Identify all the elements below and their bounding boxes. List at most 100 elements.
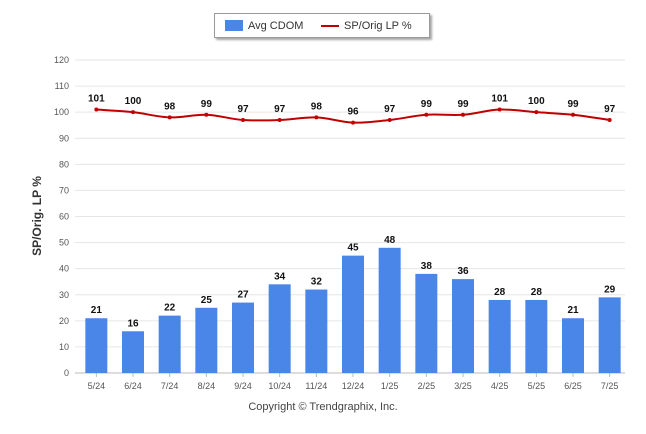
y-tick-label: 60 bbox=[59, 212, 69, 222]
bar-6-24[interactable] bbox=[122, 331, 144, 373]
line-swatch-icon bbox=[321, 24, 339, 27]
x-tick-label: 5/24 bbox=[88, 381, 106, 391]
bar-value-label: 21 bbox=[567, 305, 579, 316]
line-point[interactable] bbox=[497, 107, 502, 112]
legend: Avg CDOM SP/Orig LP % bbox=[214, 13, 430, 38]
bar-7-25[interactable] bbox=[598, 297, 621, 373]
y-tick-label: 20 bbox=[59, 316, 69, 326]
x-tick-label: 6/25 bbox=[564, 381, 582, 391]
x-tick-label: 4/25 bbox=[491, 381, 509, 391]
y-tick-label: 110 bbox=[55, 81, 69, 91]
line-value-label: 101 bbox=[88, 94, 105, 105]
y-tick-label: 30 bbox=[59, 290, 69, 300]
bar-value-label: 16 bbox=[127, 318, 139, 329]
bar-value-label: 28 bbox=[494, 287, 506, 298]
x-tick-label: 7/25 bbox=[601, 381, 619, 391]
bar-5-25[interactable] bbox=[525, 299, 548, 373]
line-point[interactable] bbox=[167, 115, 172, 120]
bar-3-25[interactable] bbox=[452, 279, 474, 373]
legend-item-line[interactable]: SP/Orig LP % bbox=[321, 14, 412, 37]
line-series bbox=[94, 107, 612, 125]
data-labels: 21 16 22 25 27 34 32 45 48 38 36 28 28 21 29 101 100 98 99… bbox=[88, 94, 616, 330]
bar-value-label: 21 bbox=[91, 305, 103, 316]
x-tick-label: 2/25 bbox=[418, 381, 436, 391]
copyright-text: Copyright © Trendgraphix, Inc. bbox=[248, 401, 398, 413]
bar-9-24[interactable] bbox=[232, 302, 254, 373]
bar-value-label: 36 bbox=[457, 266, 469, 277]
legend-bar-label: Avg CDOM bbox=[248, 19, 304, 32]
y-tick-label: 90 bbox=[59, 133, 69, 143]
bar-value-label: 28 bbox=[531, 287, 543, 298]
x-tick-label: 3/25 bbox=[454, 381, 472, 391]
line-point[interactable] bbox=[607, 117, 612, 122]
y-tick-label: 40 bbox=[59, 264, 69, 274]
bar-value-label: 22 bbox=[164, 303, 176, 314]
y-axis-title: SP/Orig. LP % bbox=[30, 176, 44, 256]
y-tick-label: 50 bbox=[59, 238, 69, 248]
bar-value-label: 32 bbox=[311, 277, 323, 288]
x-tick-label: 9/24 bbox=[234, 381, 252, 391]
line-value-label: 98 bbox=[164, 101, 176, 112]
legend-line-label: SP/Orig LP % bbox=[344, 19, 412, 32]
line-point[interactable] bbox=[241, 117, 245, 122]
line-point[interactable] bbox=[461, 112, 465, 117]
x-axis-ticks: 5/24 6/24 7/24 8/24 9/24 10/24 11/24 12/24 1/25 2… bbox=[88, 373, 619, 391]
line-point[interactable] bbox=[131, 110, 135, 115]
x-tick-label: 8/24 bbox=[198, 381, 216, 391]
y-tick-label: 80 bbox=[59, 159, 69, 169]
line-value-label: 97 bbox=[384, 104, 396, 115]
bar-value-label: 48 bbox=[384, 235, 396, 246]
bar-4-25[interactable] bbox=[488, 299, 511, 373]
bar-8-24[interactable] bbox=[195, 307, 218, 373]
bar-7-24[interactable] bbox=[158, 315, 181, 373]
bar-series bbox=[85, 247, 621, 373]
line-value-label: 97 bbox=[237, 104, 249, 115]
bar-11-24[interactable] bbox=[305, 289, 328, 373]
line-point[interactable] bbox=[534, 110, 539, 115]
line-point[interactable] bbox=[314, 115, 319, 120]
bar-value-label: 29 bbox=[604, 284, 616, 295]
line-value-label: 101 bbox=[491, 94, 508, 105]
x-tick-label: 10/24 bbox=[268, 381, 291, 391]
legend-item-bar[interactable]: Avg CDOM bbox=[225, 14, 303, 37]
line-value-label: 99 bbox=[567, 99, 579, 110]
x-tick-label: 12/24 bbox=[342, 381, 365, 391]
line-point[interactable] bbox=[204, 112, 209, 117]
line-point[interactable] bbox=[94, 107, 99, 112]
bar-swatch-icon bbox=[225, 20, 243, 31]
x-tick-label: 1/25 bbox=[381, 381, 399, 391]
y-tick-label: 0 bbox=[64, 368, 69, 378]
line-point[interactable] bbox=[387, 117, 392, 122]
y-tick-label: 70 bbox=[59, 185, 69, 195]
line-point[interactable] bbox=[277, 117, 282, 122]
line-value-label: 99 bbox=[457, 99, 469, 110]
line-value-label: 97 bbox=[604, 104, 616, 115]
line-value-label: 96 bbox=[347, 107, 359, 118]
bar-value-label: 34 bbox=[274, 271, 286, 282]
bar-1-25[interactable] bbox=[378, 247, 401, 373]
line-point[interactable] bbox=[351, 120, 355, 125]
line-value-label: 99 bbox=[201, 99, 213, 110]
bar-12-24[interactable] bbox=[342, 255, 364, 373]
x-tick-label: 6/24 bbox=[124, 381, 142, 391]
bar-6-25[interactable] bbox=[562, 318, 584, 373]
line-value-label: 99 bbox=[421, 99, 433, 110]
bar-value-label: 45 bbox=[347, 243, 359, 254]
bar-5-24[interactable] bbox=[85, 318, 108, 373]
y-axis-ticks: 0 10 20 30 40 50 60 70 80 90 100 110 120 bbox=[54, 55, 69, 378]
y-tick-label: 10 bbox=[59, 342, 69, 352]
line-point[interactable] bbox=[424, 112, 429, 117]
x-tick-label: 5/25 bbox=[528, 381, 546, 391]
bar-value-label: 38 bbox=[421, 261, 433, 272]
line-value-label: 100 bbox=[125, 96, 142, 107]
bar-value-label: 27 bbox=[237, 290, 249, 301]
bar-value-label: 25 bbox=[201, 295, 213, 306]
line-value-label: 98 bbox=[311, 101, 323, 112]
bar-10-24[interactable] bbox=[268, 284, 291, 373]
line-value-label: 97 bbox=[274, 104, 286, 115]
line-point[interactable] bbox=[571, 112, 575, 117]
bar-2-25[interactable] bbox=[415, 273, 438, 373]
x-tick-label: 11/24 bbox=[305, 381, 327, 391]
x-tick-label: 7/24 bbox=[161, 381, 179, 391]
